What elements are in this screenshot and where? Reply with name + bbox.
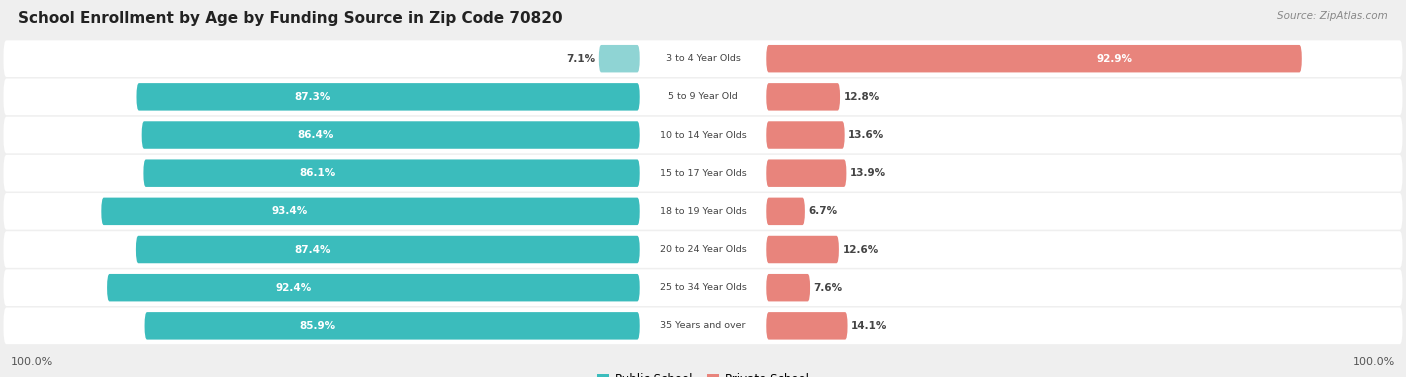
Text: 35 Years and over: 35 Years and over <box>661 321 745 330</box>
Text: 86.4%: 86.4% <box>298 130 335 140</box>
FancyBboxPatch shape <box>136 236 640 263</box>
FancyBboxPatch shape <box>3 308 1403 344</box>
Text: 13.6%: 13.6% <box>848 130 884 140</box>
FancyBboxPatch shape <box>145 312 640 340</box>
Text: 7.6%: 7.6% <box>814 283 842 293</box>
FancyBboxPatch shape <box>766 236 839 263</box>
Text: 12.8%: 12.8% <box>844 92 880 102</box>
Text: 93.4%: 93.4% <box>271 206 308 216</box>
FancyBboxPatch shape <box>599 45 640 72</box>
Text: 92.9%: 92.9% <box>1097 54 1132 64</box>
Text: 12.6%: 12.6% <box>842 245 879 254</box>
Text: 3 to 4 Year Olds: 3 to 4 Year Olds <box>665 54 741 63</box>
Text: 92.4%: 92.4% <box>276 283 312 293</box>
Legend: Public School, Private School: Public School, Private School <box>593 368 813 377</box>
Text: 20 to 24 Year Olds: 20 to 24 Year Olds <box>659 245 747 254</box>
FancyBboxPatch shape <box>3 117 1403 153</box>
Text: Source: ZipAtlas.com: Source: ZipAtlas.com <box>1277 11 1388 21</box>
Text: 87.3%: 87.3% <box>294 92 330 102</box>
Text: 86.1%: 86.1% <box>299 168 335 178</box>
Text: 18 to 19 Year Olds: 18 to 19 Year Olds <box>659 207 747 216</box>
FancyBboxPatch shape <box>3 231 1403 268</box>
Text: 15 to 17 Year Olds: 15 to 17 Year Olds <box>659 169 747 178</box>
FancyBboxPatch shape <box>766 312 848 340</box>
Text: 87.4%: 87.4% <box>294 245 330 254</box>
FancyBboxPatch shape <box>3 78 1403 115</box>
Text: 10 to 14 Year Olds: 10 to 14 Year Olds <box>659 130 747 139</box>
Text: 14.1%: 14.1% <box>851 321 887 331</box>
FancyBboxPatch shape <box>766 159 846 187</box>
Text: 85.9%: 85.9% <box>299 321 336 331</box>
FancyBboxPatch shape <box>3 40 1403 77</box>
Text: 25 to 34 Year Olds: 25 to 34 Year Olds <box>659 283 747 292</box>
FancyBboxPatch shape <box>3 155 1403 192</box>
Text: 100.0%: 100.0% <box>11 357 53 367</box>
FancyBboxPatch shape <box>766 45 1302 72</box>
FancyBboxPatch shape <box>3 269 1403 306</box>
FancyBboxPatch shape <box>101 198 640 225</box>
FancyBboxPatch shape <box>136 83 640 110</box>
Text: 6.7%: 6.7% <box>808 206 838 216</box>
FancyBboxPatch shape <box>766 83 839 110</box>
Text: School Enrollment by Age by Funding Source in Zip Code 70820: School Enrollment by Age by Funding Sour… <box>18 11 562 26</box>
FancyBboxPatch shape <box>3 193 1403 230</box>
Text: 7.1%: 7.1% <box>567 54 595 64</box>
Text: 5 to 9 Year Old: 5 to 9 Year Old <box>668 92 738 101</box>
Text: 13.9%: 13.9% <box>849 168 886 178</box>
FancyBboxPatch shape <box>143 159 640 187</box>
Text: 100.0%: 100.0% <box>1353 357 1395 367</box>
FancyBboxPatch shape <box>766 121 845 149</box>
FancyBboxPatch shape <box>107 274 640 302</box>
FancyBboxPatch shape <box>142 121 640 149</box>
FancyBboxPatch shape <box>766 198 804 225</box>
FancyBboxPatch shape <box>766 274 810 302</box>
